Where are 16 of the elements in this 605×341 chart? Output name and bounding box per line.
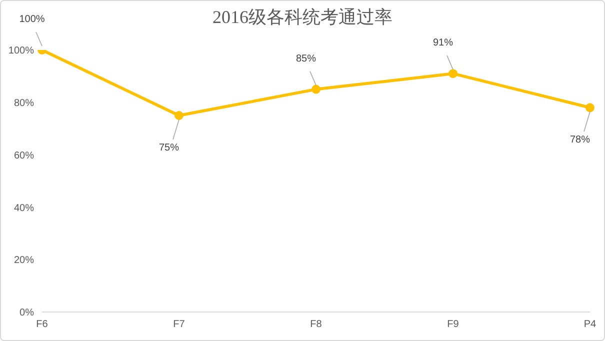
y-tick-label: 40% (14, 202, 34, 214)
data-label: 78% (570, 134, 590, 146)
x-tick-label: F7 (173, 319, 186, 330)
x-tick-label: P4 (584, 319, 597, 330)
y-tick-label: 60% (14, 150, 34, 162)
x-tick-label: F8 (310, 319, 322, 330)
chart-title: 2016级各科统考通过率 (212, 7, 392, 27)
data-label: 91% (432, 38, 454, 49)
x-tick-label: F9 (447, 319, 460, 330)
data-label: 75% (158, 142, 180, 154)
y-tick-label: 100% (8, 46, 34, 57)
y-tick-label: 20% (14, 255, 34, 266)
y-tick-label: 80% (14, 98, 34, 109)
y-tick-label: 0% (20, 308, 34, 319)
x-tick-label: F6 (36, 319, 48, 330)
data-label: 85% (296, 53, 316, 64)
